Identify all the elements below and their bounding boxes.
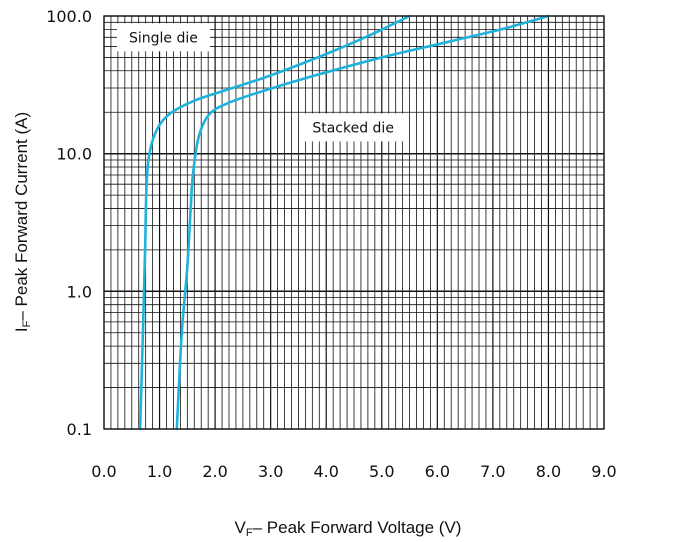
- annotation-text: Single die: [129, 30, 198, 46]
- x-tick-label: 2.0: [202, 462, 227, 481]
- y-tick-label: 100.0: [46, 7, 92, 26]
- tick-labels: 0.0 1.0 2.0 3.0 4.0 5.0 6.0 7.0 8.0 9.0 0.1 1.0 10.0…: [46, 7, 617, 481]
- annotation-label: Stacked die: [300, 113, 406, 142]
- annotation-label: Single die: [117, 23, 210, 52]
- x-tick-label: 7.0: [480, 462, 505, 481]
- annotation-text: Stacked die: [312, 120, 394, 136]
- x-tick-label: 5.0: [369, 462, 394, 481]
- annotations: Single die Stacked die: [117, 23, 406, 142]
- x-tick-label: 8.0: [536, 462, 561, 481]
- annotation-box: [300, 113, 406, 142]
- series-lines: [138, 14, 550, 431]
- y-tick-label: 1.0: [67, 282, 92, 301]
- x-tick-label: 9.0: [591, 462, 616, 481]
- x-tick-label: 3.0: [258, 462, 283, 481]
- y-tick-label: 10.0: [56, 145, 92, 164]
- plot-frame: [103, 15, 605, 430]
- series-line-2: [175, 14, 550, 431]
- x-axis-title: VF– Peak Forward Voltage (V): [235, 518, 462, 539]
- y-tick-label: 0.1: [67, 420, 92, 439]
- annotation-box: [117, 23, 210, 52]
- x-tick-label: 4.0: [313, 462, 338, 481]
- grid: [103, 15, 605, 430]
- x-tick-label: 1.0: [147, 462, 172, 481]
- y-axis-title: IF– Peak Forward Current (A): [12, 112, 33, 332]
- series-line-1: [138, 14, 411, 431]
- x-tick-label: 0.0: [91, 462, 116, 481]
- x-tick-label: 6.0: [425, 462, 450, 481]
